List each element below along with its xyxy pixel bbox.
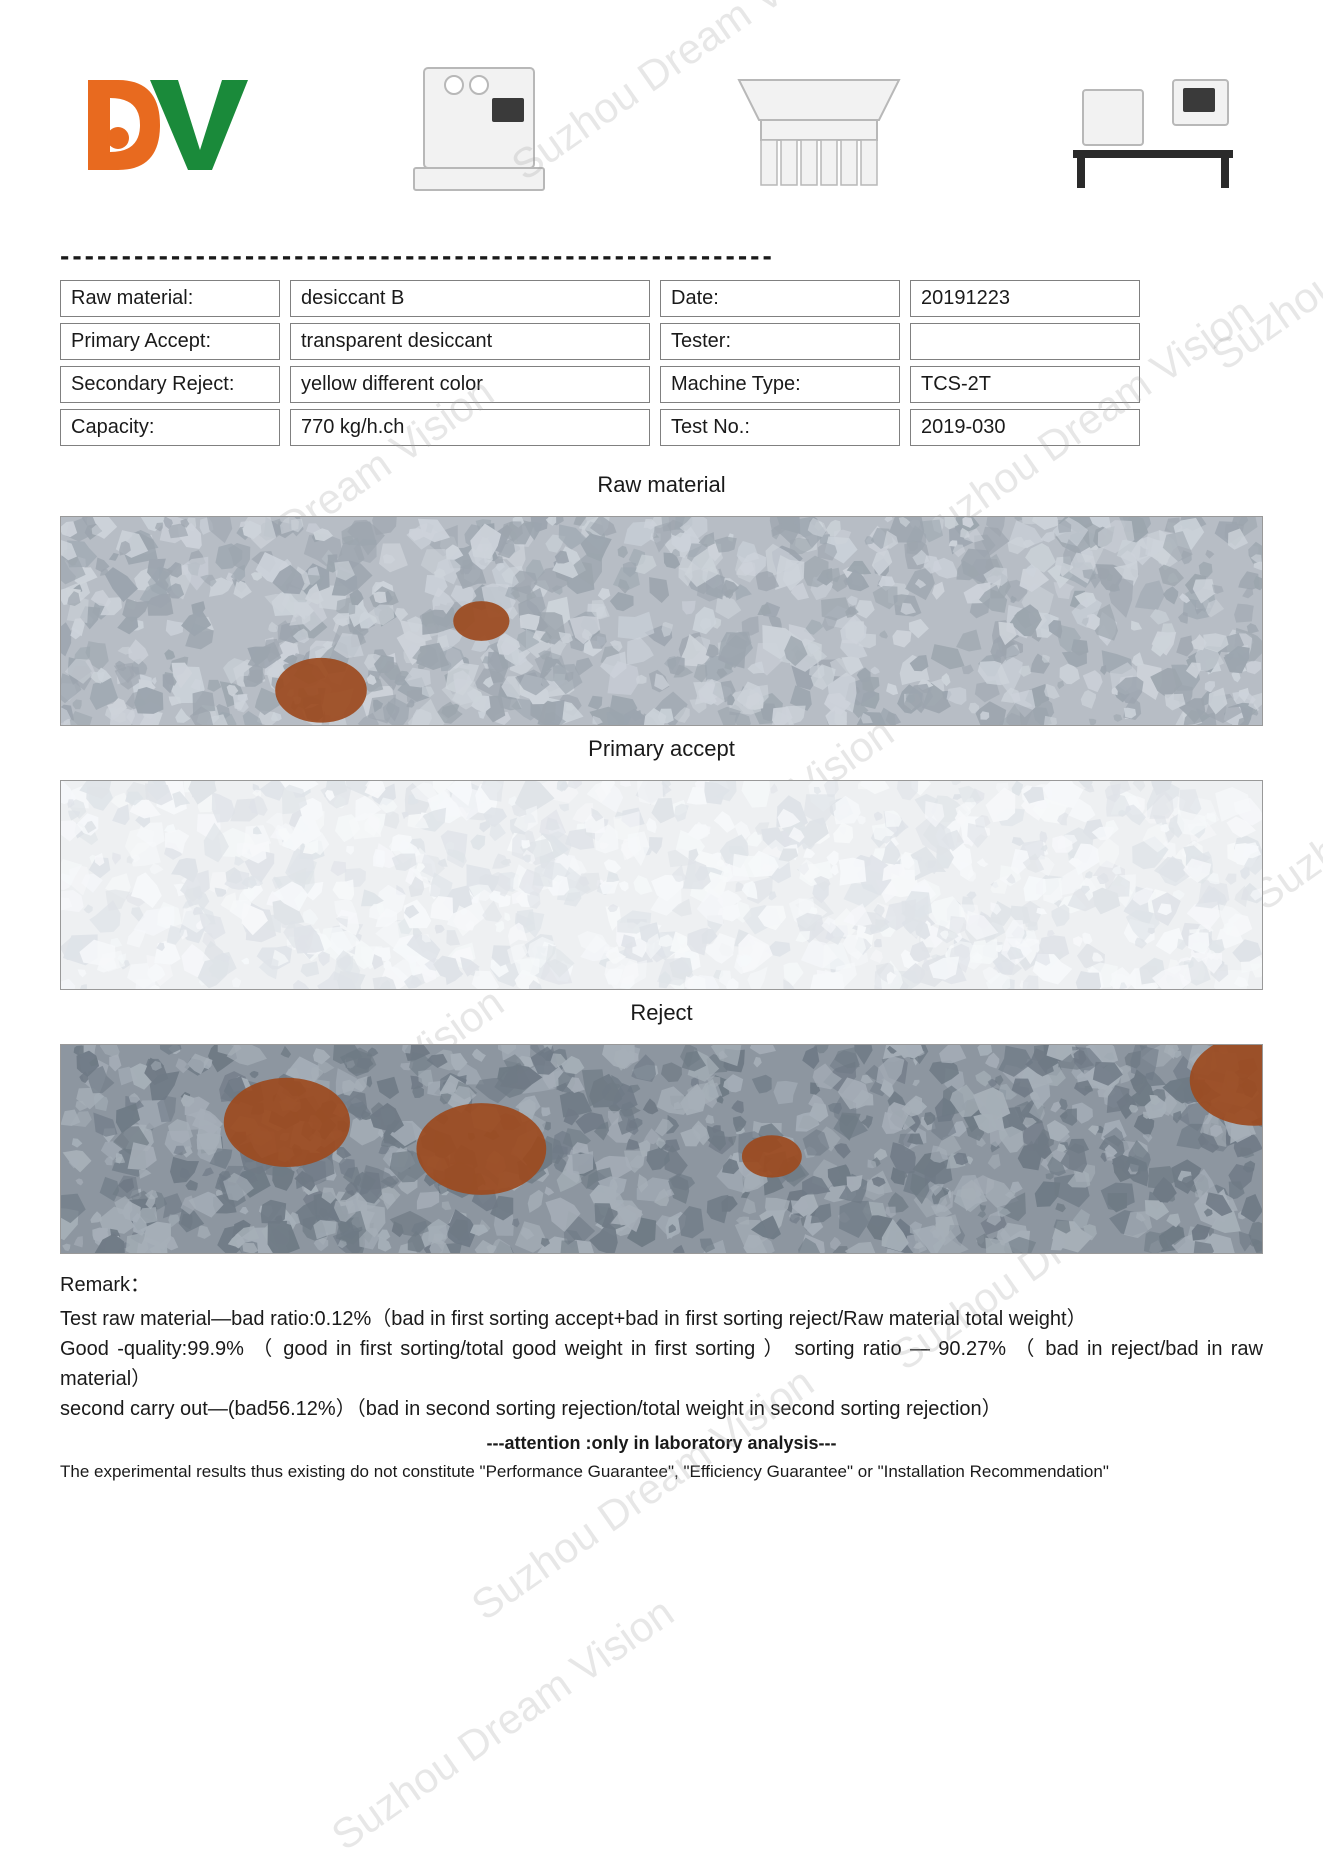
info-value: 2019-030 <box>910 409 1140 446</box>
primary-accept-image <box>60 780 1263 990</box>
remark-line-2: Good -quality:99.9% （ good in first sort… <box>60 1334 1263 1394</box>
header-row: [50,70,90,110,130,150] <box>60 50 1263 200</box>
info-table: Raw material: desiccant B Date: 20191223 Pri… <box>60 280 1263 446</box>
info-label: Test No.: <box>660 409 900 446</box>
remark-line-1: Test raw material—bad ratio:0.12%（bad in… <box>60 1304 1263 1334</box>
info-value: desiccant B <box>290 280 650 317</box>
remark-block: Remark： Test raw material—bad ratio:0.12… <box>60 1270 1263 1485</box>
remark-attention: ---attention :only in laboratory analysi… <box>60 1430 1263 1457</box>
info-value <box>910 323 1140 360</box>
watermark: Suzhou Dream Vision <box>323 1588 683 1860</box>
info-value: transparent desiccant <box>290 323 650 360</box>
section-title-reject: Reject <box>60 1000 1263 1026</box>
reject-image <box>60 1044 1263 1254</box>
machine-image-3 <box>1053 50 1253 200</box>
info-label: Tester: <box>660 323 900 360</box>
info-label: Primary Accept: <box>60 323 280 360</box>
machine-image-1 <box>384 50 584 200</box>
info-value: 20191223 <box>910 280 1140 317</box>
info-label: Machine Type: <box>660 366 900 403</box>
remark-heading: Remark： <box>60 1270 1263 1300</box>
info-label: Raw material: <box>60 280 280 317</box>
remark-disclaimer: The experimental results thus existing d… <box>60 1459 1263 1485</box>
raw-material-image <box>60 516 1263 726</box>
remark-line-3: second carry out—(bad56.12%）（bad in seco… <box>60 1394 1263 1424</box>
info-label: Date: <box>660 280 900 317</box>
separator-dashes: ----------------------------------------… <box>60 240 1263 272</box>
section-title-accept: Primary accept <box>60 736 1263 762</box>
info-value: 770 kg/h.ch <box>290 409 650 446</box>
info-label: Secondary Reject: <box>60 366 280 403</box>
info-label: Capacity: <box>60 409 280 446</box>
info-value: TCS-2T <box>910 366 1140 403</box>
machine-image-2: [50,70,90,110,130,150] <box>719 50 919 200</box>
company-logo <box>70 60 250 190</box>
info-value: yellow different color <box>290 366 650 403</box>
section-title-raw: Raw material <box>60 472 1263 498</box>
